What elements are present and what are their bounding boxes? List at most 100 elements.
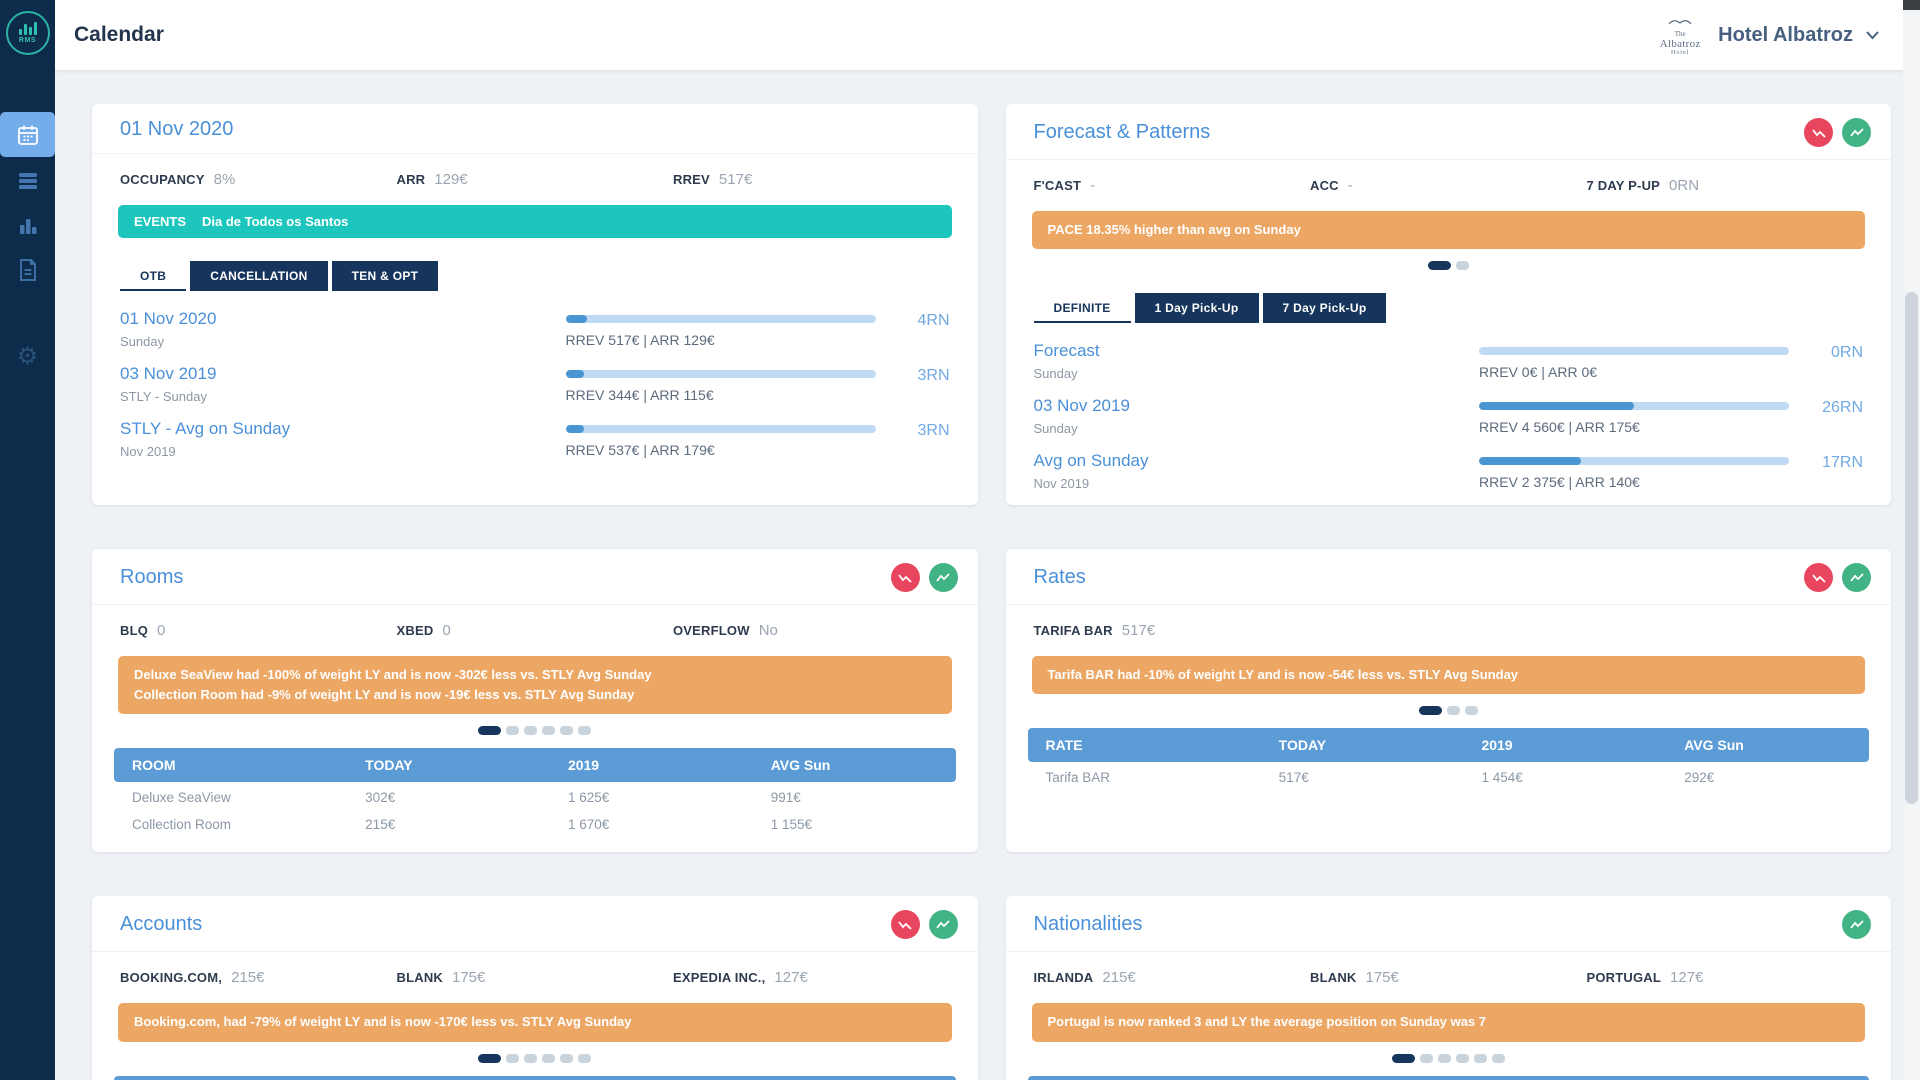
sidebar-item-analytics[interactable] [0,202,55,247]
trend-up-button[interactable] [1842,118,1871,147]
day-tabs: OTB CANCELLATION TEN & OPT [120,261,950,291]
rooms-table: ROOM TODAY 2019 AVG Sun Deluxe SeaView 3… [114,748,956,836]
forecast-tabs: DEFINITE 1 Day Pick-Up 7 Day Pick-Up [1033,293,1864,324]
sidebar-item-lists[interactable] [0,157,55,202]
trend-down-button[interactable] [1804,563,1833,593]
table-header: ACCOUNT TODAY 2019 AVG Sun [114,1075,956,1080]
trend-down-icon [1811,574,1826,583]
sidebar-nav: ⚙ [0,112,55,379]
carousel-dot[interactable] [542,726,556,736]
carousel-dot[interactable] [560,726,574,736]
logo-bars-icon [18,22,37,35]
sidebar-item-settings[interactable]: ⚙ [0,334,55,379]
bar-chart-icon [16,213,40,237]
progress-bar [565,315,876,323]
carousel-dot[interactable] [506,1053,520,1063]
rates-banner: Tarifa BAR had -10% of weight LY and is … [1031,656,1865,695]
gear-icon: ⚙ [16,342,39,370]
sidebar-item-reports[interactable] [0,247,55,292]
tab-otb[interactable]: OTB [120,261,187,291]
trend-up-button[interactable] [928,910,958,940]
carousel-dot[interactable] [1419,1053,1433,1063]
row-title-link[interactable]: Forecast [1033,341,1100,361]
row-title-link[interactable]: 03 Nov 2019 [1033,396,1130,416]
chevron-down-icon [1866,31,1879,40]
rooms-banner: Deluxe SeaView had -100% of weight LY an… [118,656,952,715]
trend-down-button[interactable] [890,910,920,940]
room-nights: 0RN [1830,344,1863,362]
tab-7-day-pickup[interactable]: 7 Day Pick-Up [1262,293,1387,324]
carousel-dot[interactable] [1391,1053,1415,1063]
carousel-dot[interactable] [1491,1053,1505,1063]
trend-up-icon [1849,573,1864,582]
carousel-dot[interactable] [1418,706,1442,716]
carousel-dot[interactable] [1473,1053,1487,1063]
carousel-dot[interactable] [578,1053,592,1063]
row-title-link[interactable]: 01 Nov 2020 [120,309,217,328]
carousel-dot[interactable] [1455,1053,1469,1063]
sidebar: RMS [0,0,55,1080]
carousel-dot[interactable] [1427,261,1451,271]
hotel-switcher[interactable]: The Albatroz Hotel Hotel Albatroz [1654,13,1880,57]
progress-bar [1479,402,1789,411]
table-header: NATIONALITY TODAY 2019 AVG Sun [1027,1075,1869,1080]
carousel-dot[interactable] [524,1053,538,1063]
carousel-dot[interactable] [542,1053,556,1063]
table-row: Tarifa BAR 517€ 1 454€ 292€ [1045,770,1715,786]
card-accounts: Accounts BOOKING.COM, 215€ BLANK 175 [92,896,978,1080]
card-title: Forecast & Patterns [1033,121,1211,143]
carousel-dot[interactable] [478,1053,502,1063]
card-title: 01 Nov 2020 [120,118,234,140]
carousel-dot[interactable] [524,726,538,736]
carousel-dots [92,1053,978,1063]
carousel-dot[interactable] [1437,1053,1451,1063]
day-stats: OCCUPANCY 8% ARR 129€ RREV 517€ [120,171,753,188]
hotel-name: Hotel Albatroz [1718,23,1853,46]
row-title-link[interactable]: STLY - Avg on Sunday [120,419,291,438]
carousel-dot[interactable] [506,726,520,736]
trend-up-icon [1849,127,1864,137]
carousel-dots [1006,261,1892,271]
trend-up-button[interactable] [1842,910,1871,940]
card-title: Rooms [120,566,184,589]
main-area: Calendar The Albatroz Hotel Hotel Albatr… [55,0,1920,1080]
trend-down-button[interactable] [890,563,920,593]
room-nights: 3RN [917,422,950,439]
progress-bar [565,425,876,433]
carousel-dot[interactable] [1464,706,1478,716]
events-banner: EVENTS Dia de Todos os Santos [118,205,952,238]
accounts-stats: BOOKING.COM, 215€ BLANK 175€ EXPEDIA INC.,… [120,969,808,987]
table-row: Deluxe SeaView 302€ 1 625€ 991€ [132,790,801,806]
carousel-dot[interactable] [1455,261,1469,271]
carousel-dot[interactable] [1446,706,1460,716]
trend-up-button[interactable] [928,563,958,593]
card-title: Rates [1033,566,1086,589]
tab-cancellation[interactable]: CANCELLATION [190,261,328,291]
row-title-link[interactable]: Avg on Sunday [1033,451,1149,471]
tab-definite[interactable]: DEFINITE [1033,293,1131,324]
scrollbar[interactable] [1903,0,1920,1080]
document-icon [17,258,39,282]
card-forecast: Forecast & Patterns F'CAST - ACC - [1005,104,1892,506]
card-day: 01 Nov 2020 OCCUPANCY 8% ARR 129€ RREV 517€… [92,104,978,506]
carousel-dot[interactable] [578,726,592,736]
room-nights: 17RN [1822,454,1863,472]
trend-up-button[interactable] [1842,563,1871,593]
carousel-dot[interactable] [478,726,502,736]
sidebar-item-calendar[interactable] [0,112,55,157]
rates-stats: TARIFA BAR 517€ [1033,622,1156,640]
tab-ten-opt[interactable]: TEN & OPT [331,261,439,291]
list-icon [16,168,40,192]
trend-down-button[interactable] [1804,118,1833,147]
row-title-link[interactable]: 03 Nov 2019 [120,364,217,383]
carousel-dot[interactable] [560,1053,574,1063]
scrollbar-top [1903,0,1920,10]
nationalities-banner: Portugal is now ranked 3 and LY the aver… [1031,1003,1865,1042]
rms-logo[interactable]: RMS [5,11,50,55]
tab-1-day-pickup[interactable]: 1 Day Pick-Up [1134,293,1259,324]
hotel-logo: The Albatroz Hotel [1654,13,1706,57]
topbar: Calendar The Albatroz Hotel Hotel Albatr… [55,0,1920,70]
scrollbar-thumb[interactable] [1905,292,1918,804]
table-header: RATE TODAY 2019 AVG Sun [1027,728,1869,763]
